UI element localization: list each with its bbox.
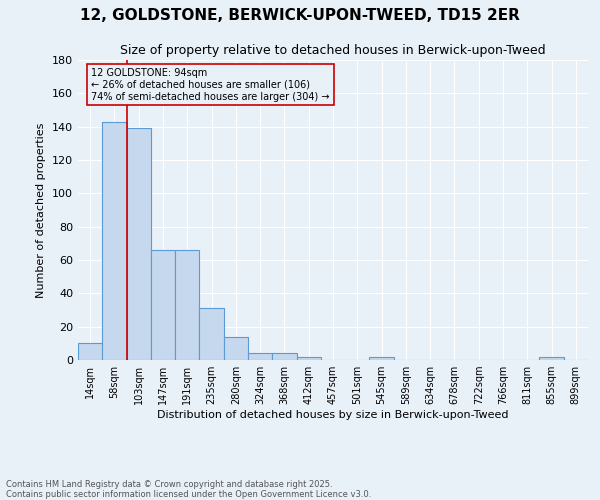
Bar <box>272 354 296 360</box>
Title: Size of property relative to detached houses in Berwick-upon-Tweed: Size of property relative to detached ho… <box>120 44 546 58</box>
Text: 12 GOLDSTONE: 94sqm
← 26% of detached houses are smaller (106)
74% of semi-detac: 12 GOLDSTONE: 94sqm ← 26% of detached ho… <box>91 68 330 102</box>
Bar <box>224 336 248 360</box>
Bar <box>127 128 151 360</box>
Bar <box>539 356 564 360</box>
Text: 12, GOLDSTONE, BERWICK-UPON-TWEED, TD15 2ER: 12, GOLDSTONE, BERWICK-UPON-TWEED, TD15 … <box>80 8 520 22</box>
X-axis label: Distribution of detached houses by size in Berwick-upon-Tweed: Distribution of detached houses by size … <box>157 410 509 420</box>
Bar <box>296 356 321 360</box>
Bar <box>248 354 272 360</box>
Y-axis label: Number of detached properties: Number of detached properties <box>37 122 46 298</box>
Bar <box>78 344 102 360</box>
Text: Contains HM Land Registry data © Crown copyright and database right 2025.
Contai: Contains HM Land Registry data © Crown c… <box>6 480 371 499</box>
Bar <box>151 250 175 360</box>
Bar <box>370 356 394 360</box>
Bar <box>199 308 224 360</box>
Bar <box>102 122 127 360</box>
Bar <box>175 250 199 360</box>
